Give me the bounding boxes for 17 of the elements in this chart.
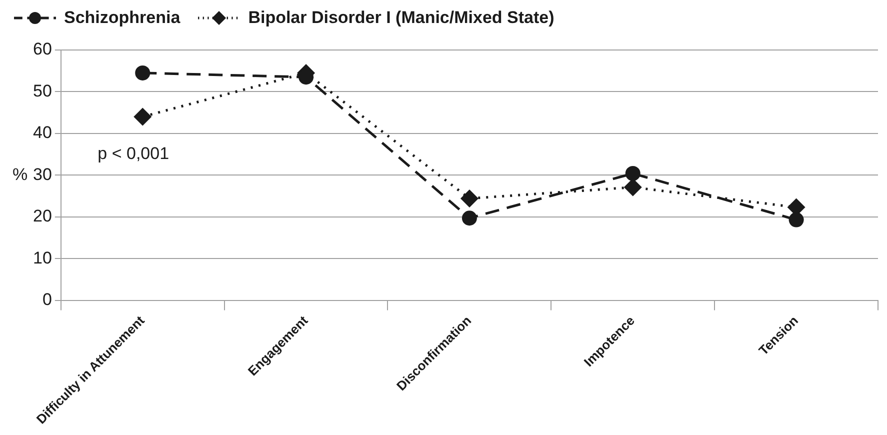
point xyxy=(788,212,804,228)
point xyxy=(462,210,477,226)
legend-label: Schizophrenia xyxy=(64,8,180,28)
y-tick-label: 50 xyxy=(32,81,52,100)
legend-label: Bipolar Disorder I (Manic/Mixed State) xyxy=(248,8,554,28)
y-tick-label: 40 xyxy=(32,123,52,142)
y-tick-label: 20 xyxy=(32,206,52,226)
y-tick-label: 0 xyxy=(42,290,52,309)
y-axis-title: % xyxy=(12,164,28,184)
y-tick-label: 30 xyxy=(32,164,52,184)
point xyxy=(460,190,478,208)
point xyxy=(135,65,150,80)
y-tick-label: 60 xyxy=(32,40,52,59)
annotation: p < 0,001 xyxy=(98,144,170,163)
y-tick-label: 10 xyxy=(32,248,52,268)
point xyxy=(134,108,152,126)
point xyxy=(625,166,640,181)
